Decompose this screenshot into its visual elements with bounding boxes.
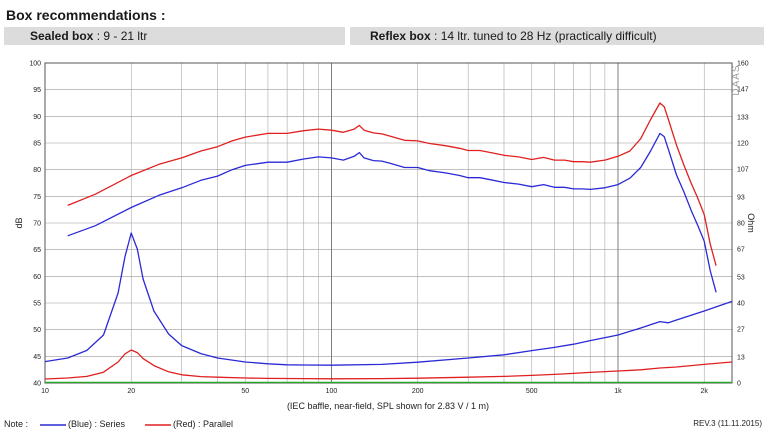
y-left-tick-label: 95 xyxy=(33,87,41,94)
y-left-tick-label: 80 xyxy=(33,167,41,174)
revision-label: REV.3 (11.11.2015) xyxy=(693,419,762,428)
x-tick-label: 200 xyxy=(412,388,424,395)
series-spl-series xyxy=(67,132,717,293)
footer-note: Note : xyxy=(4,419,29,429)
legend-blue-label: (Blue) : Series xyxy=(68,419,126,429)
y-left-tick-label: 65 xyxy=(33,247,41,254)
x-tick-label: 500 xyxy=(526,388,538,395)
x-tick-label: 2k xyxy=(701,388,709,395)
y-right-tick-label: 93 xyxy=(737,195,745,202)
sealed-box-value: : 9 - 21 ltr xyxy=(96,29,148,43)
y-axis-right-label: Ohm xyxy=(746,213,756,233)
y-left-tick-label: 50 xyxy=(33,327,41,334)
y-right-tick-label: 107 xyxy=(737,167,749,174)
page-title: Box recommendations : xyxy=(6,7,166,23)
y-right-tick-label: 13 xyxy=(737,355,745,362)
y-right-tick-label: 40 xyxy=(737,301,745,308)
y-left-tick-label: 75 xyxy=(33,194,41,201)
y-right-tick-label: 120 xyxy=(737,141,749,148)
sealed-box-bar: Sealed box : 9 - 21 ltr xyxy=(4,27,345,45)
series-spl-parallel xyxy=(67,102,717,266)
chart-grid xyxy=(44,62,732,384)
reflex-box-value: : 14 ltr. tuned to 28 Hz (practically di… xyxy=(434,29,657,43)
legend-red-label: (Red) : Parallel xyxy=(173,419,234,429)
y-left-tick-label: 85 xyxy=(33,141,41,148)
y-right-tick-label: 147 xyxy=(737,87,749,94)
sealed-box-label: Sealed box xyxy=(30,29,94,43)
y-right-tick-label: 133 xyxy=(737,115,749,122)
x-tick-label: 20 xyxy=(127,388,135,395)
y-left-tick-label: 55 xyxy=(33,301,41,308)
y-right-tick-label: 67 xyxy=(737,247,745,254)
tick-labels: 40 45 50 55 60 65 70 75 80 85 90 95 100 0 13 27 40 53 67 80… xyxy=(29,61,748,396)
x-tick-label: 100 xyxy=(326,388,338,395)
x-tick-label: 1k xyxy=(614,388,622,395)
x-axis-label: (IEC baffle, near-field, SPL shown for 2… xyxy=(287,401,489,411)
blue-legend-swatch xyxy=(40,424,66,426)
y-left-tick-label: 90 xyxy=(33,114,41,121)
series-impedance-series xyxy=(44,232,733,366)
series-impedance-parallel xyxy=(44,349,733,380)
watermark: DAAS xyxy=(731,64,742,95)
y-right-tick-label: 27 xyxy=(737,327,745,334)
y-left-tick-label: 70 xyxy=(33,221,41,228)
y-left-tick-label: 45 xyxy=(33,354,41,361)
y-axis-left-label: dB xyxy=(14,217,24,228)
reflex-box-label: Reflex box xyxy=(370,29,431,43)
y-right-tick-label: 0 xyxy=(737,381,741,388)
y-right-tick-label: 53 xyxy=(737,275,745,282)
y-left-tick-label: 100 xyxy=(29,61,41,68)
y-right-tick-label: 160 xyxy=(737,61,749,68)
y-left-tick-label: 60 xyxy=(33,274,41,281)
red-legend-swatch xyxy=(145,424,171,426)
reflex-box-bar: Reflex box : 14 ltr. tuned to 28 Hz (pra… xyxy=(350,27,764,45)
chart-series xyxy=(44,102,733,384)
x-tick-label: 50 xyxy=(241,388,249,395)
y-left-tick-label: 40 xyxy=(33,381,41,388)
y-right-tick-label: 80 xyxy=(737,221,745,228)
x-tick-label: 10 xyxy=(41,388,49,395)
